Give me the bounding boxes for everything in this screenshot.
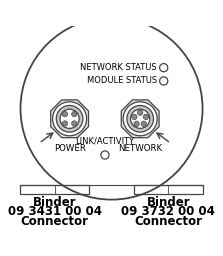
Circle shape bbox=[72, 121, 77, 126]
Circle shape bbox=[127, 105, 153, 132]
Text: NETWORK: NETWORK bbox=[118, 144, 162, 153]
Circle shape bbox=[143, 114, 149, 120]
Circle shape bbox=[141, 121, 147, 126]
Circle shape bbox=[21, 17, 202, 200]
Polygon shape bbox=[51, 100, 89, 138]
Circle shape bbox=[132, 114, 137, 120]
Circle shape bbox=[134, 121, 139, 126]
Circle shape bbox=[123, 102, 157, 136]
Text: 09 3431 00 04: 09 3431 00 04 bbox=[8, 205, 102, 218]
Circle shape bbox=[62, 121, 68, 126]
Circle shape bbox=[130, 109, 150, 129]
Text: Binder: Binder bbox=[147, 196, 190, 209]
Circle shape bbox=[72, 111, 77, 117]
Text: NETWORK STATUS: NETWORK STATUS bbox=[80, 63, 157, 72]
Text: MODULE STATUS: MODULE STATUS bbox=[87, 77, 158, 86]
Text: 09 3732 00 04: 09 3732 00 04 bbox=[121, 205, 215, 218]
Circle shape bbox=[53, 102, 87, 136]
Text: Binder: Binder bbox=[33, 196, 76, 209]
Text: LINK/ACTIVITY: LINK/ACTIVITY bbox=[75, 137, 134, 146]
Circle shape bbox=[60, 109, 79, 129]
Polygon shape bbox=[121, 100, 159, 138]
Circle shape bbox=[62, 111, 68, 117]
Circle shape bbox=[138, 110, 143, 115]
Text: Connector: Connector bbox=[21, 215, 89, 228]
Text: Connector: Connector bbox=[134, 215, 202, 228]
Circle shape bbox=[56, 105, 83, 132]
Text: POWER: POWER bbox=[54, 144, 86, 153]
